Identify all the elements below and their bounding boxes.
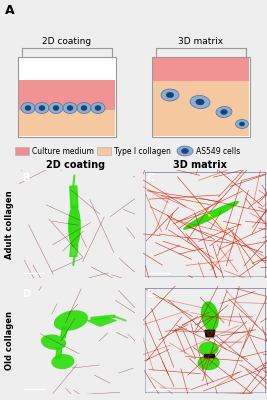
Text: AS549 cells: AS549 cells: [196, 146, 240, 156]
Ellipse shape: [95, 106, 101, 110]
Ellipse shape: [216, 106, 232, 118]
Polygon shape: [86, 316, 117, 327]
Text: C: C: [147, 173, 154, 183]
Ellipse shape: [235, 120, 249, 128]
Text: 3D matrix: 3D matrix: [178, 37, 223, 46]
Ellipse shape: [77, 102, 91, 114]
Ellipse shape: [190, 96, 210, 108]
Ellipse shape: [25, 106, 31, 110]
Ellipse shape: [41, 334, 66, 350]
Polygon shape: [61, 327, 68, 338]
Ellipse shape: [177, 146, 193, 156]
Ellipse shape: [196, 99, 204, 105]
Ellipse shape: [35, 102, 49, 114]
Bar: [153, 58, 249, 81]
Ellipse shape: [183, 201, 239, 230]
Ellipse shape: [91, 102, 105, 114]
Polygon shape: [70, 186, 78, 208]
Polygon shape: [204, 354, 214, 357]
Ellipse shape: [161, 89, 179, 101]
Ellipse shape: [68, 204, 81, 248]
Bar: [15, 147, 29, 155]
Ellipse shape: [199, 342, 219, 356]
Ellipse shape: [54, 310, 88, 331]
Text: Adult collagen: Adult collagen: [5, 191, 14, 259]
Text: B: B: [22, 173, 30, 183]
Ellipse shape: [49, 102, 63, 114]
Ellipse shape: [182, 148, 189, 154]
Text: 2D coating: 2D coating: [42, 37, 92, 46]
Text: D: D: [22, 289, 30, 299]
Bar: [152, 57, 250, 137]
Polygon shape: [56, 349, 62, 358]
Ellipse shape: [166, 92, 174, 98]
Text: 2D coating: 2D coating: [46, 160, 105, 170]
Bar: [18, 57, 116, 137]
Bar: [97, 147, 111, 155]
Ellipse shape: [67, 106, 73, 110]
Text: E: E: [147, 289, 153, 299]
Ellipse shape: [53, 106, 59, 110]
Polygon shape: [205, 330, 215, 337]
Text: A: A: [5, 4, 15, 17]
Ellipse shape: [63, 102, 77, 114]
Ellipse shape: [239, 122, 245, 126]
Bar: [19, 80, 115, 110]
Polygon shape: [70, 244, 78, 256]
Ellipse shape: [198, 355, 220, 370]
Ellipse shape: [39, 106, 45, 110]
Ellipse shape: [201, 301, 219, 331]
Text: Type I collagen: Type I collagen: [114, 146, 171, 156]
Ellipse shape: [221, 110, 227, 114]
Ellipse shape: [81, 106, 87, 110]
Text: 3D matrix: 3D matrix: [173, 160, 227, 170]
Text: Old collagen: Old collagen: [5, 312, 14, 370]
Bar: [153, 81, 249, 136]
Bar: [19, 110, 115, 136]
Ellipse shape: [51, 354, 74, 369]
Ellipse shape: [21, 102, 35, 114]
Text: Culture medium: Culture medium: [32, 146, 94, 156]
